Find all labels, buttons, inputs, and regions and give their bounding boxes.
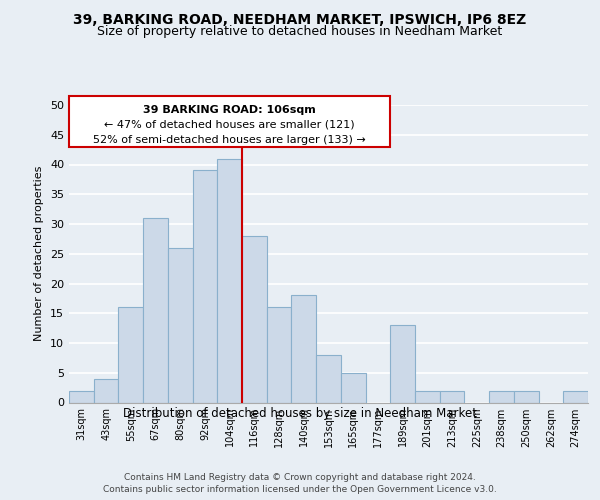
Text: Contains public sector information licensed under the Open Government Licence v3: Contains public sector information licen…: [103, 485, 497, 494]
FancyBboxPatch shape: [69, 96, 390, 146]
Bar: [514, 390, 539, 402]
Bar: [440, 390, 464, 402]
Text: ← 47% of detached houses are smaller (121): ← 47% of detached houses are smaller (12…: [104, 120, 355, 130]
Bar: [69, 390, 94, 402]
Bar: [193, 170, 217, 402]
Bar: [292, 296, 316, 403]
Bar: [242, 236, 267, 402]
Bar: [341, 373, 365, 402]
Bar: [168, 248, 193, 402]
Bar: [118, 308, 143, 402]
Text: 52% of semi-detached houses are larger (133) →: 52% of semi-detached houses are larger (…: [93, 134, 366, 145]
Text: Size of property relative to detached houses in Needham Market: Size of property relative to detached ho…: [97, 25, 503, 38]
Text: Distribution of detached houses by size in Needham Market: Distribution of detached houses by size …: [123, 408, 477, 420]
Text: 39 BARKING ROAD: 106sqm: 39 BARKING ROAD: 106sqm: [143, 105, 316, 115]
Bar: [267, 308, 292, 402]
Text: Contains HM Land Registry data © Crown copyright and database right 2024.: Contains HM Land Registry data © Crown c…: [124, 472, 476, 482]
Bar: [390, 325, 415, 402]
Bar: [489, 390, 514, 402]
Y-axis label: Number of detached properties: Number of detached properties: [34, 166, 44, 342]
Bar: [94, 378, 118, 402]
Bar: [415, 390, 440, 402]
Bar: [217, 158, 242, 402]
Text: 39, BARKING ROAD, NEEDHAM MARKET, IPSWICH, IP6 8EZ: 39, BARKING ROAD, NEEDHAM MARKET, IPSWIC…: [73, 12, 527, 26]
Bar: [143, 218, 168, 402]
Bar: [316, 355, 341, 403]
Bar: [563, 390, 588, 402]
